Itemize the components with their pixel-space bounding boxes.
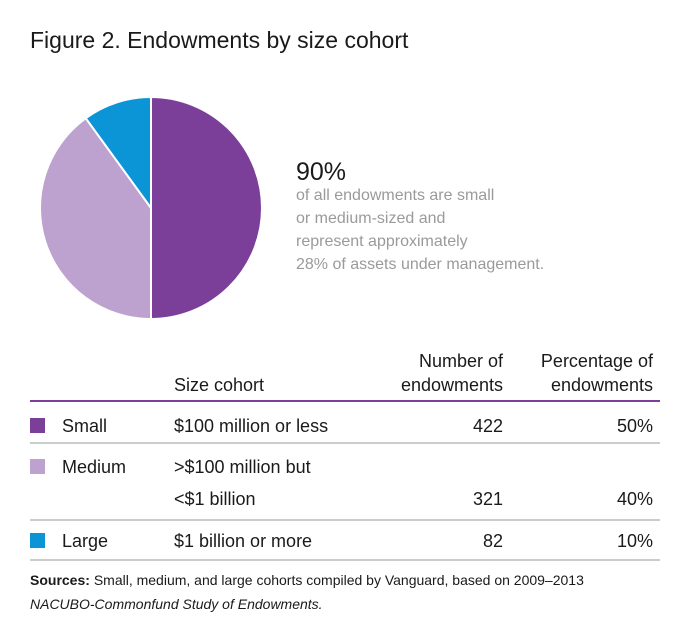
size-description: $100 million or less <box>174 416 328 436</box>
category-label: Small <box>62 416 107 436</box>
callout-line: or medium-sized and <box>296 210 445 227</box>
column-header: endowments <box>401 375 503 395</box>
column-header: Size cohort <box>174 375 264 395</box>
pie-slice <box>84 95 152 212</box>
chart-title: Figure 2. Endowments by size cohort <box>30 27 409 53</box>
source-text: Small, medium, and large cohorts compile… <box>94 572 584 588</box>
column-header: Percentage of <box>541 351 654 371</box>
callout-line: of all endowments are small <box>296 187 494 204</box>
size-description: >$100 million but <box>174 457 311 477</box>
legend-swatch <box>30 459 45 474</box>
legend-swatch <box>30 533 45 548</box>
category-label: Large <box>62 531 108 551</box>
endowment-count: 82 <box>483 531 503 551</box>
legend-swatch <box>30 418 45 433</box>
source-label: Sources: <box>30 572 90 588</box>
source: Sources: Small, medium, and large cohort… <box>30 572 584 588</box>
percentage-label: 40% <box>617 489 653 509</box>
column-header: endowments <box>551 375 653 395</box>
callout-line: 28% of assets under management. <box>296 256 544 273</box>
size-description: $1 billion or more <box>174 531 312 551</box>
pie-slice <box>39 116 152 321</box>
endowment-count: 321 <box>473 489 503 509</box>
callout-headline: 90% <box>296 158 346 186</box>
percentage-label: 50% <box>617 416 653 436</box>
category-label: Medium <box>62 457 126 477</box>
endowment-count: 422 <box>473 416 503 436</box>
pie-slice <box>150 95 263 321</box>
callout-line: represent approximately <box>296 233 468 250</box>
source-italic: NACUBO-Commonfund Study of Endowments. <box>30 596 323 612</box>
size-description: <$1 billion <box>174 489 256 509</box>
column-header: Number of <box>419 351 504 371</box>
percentage-label: 10% <box>617 531 653 551</box>
